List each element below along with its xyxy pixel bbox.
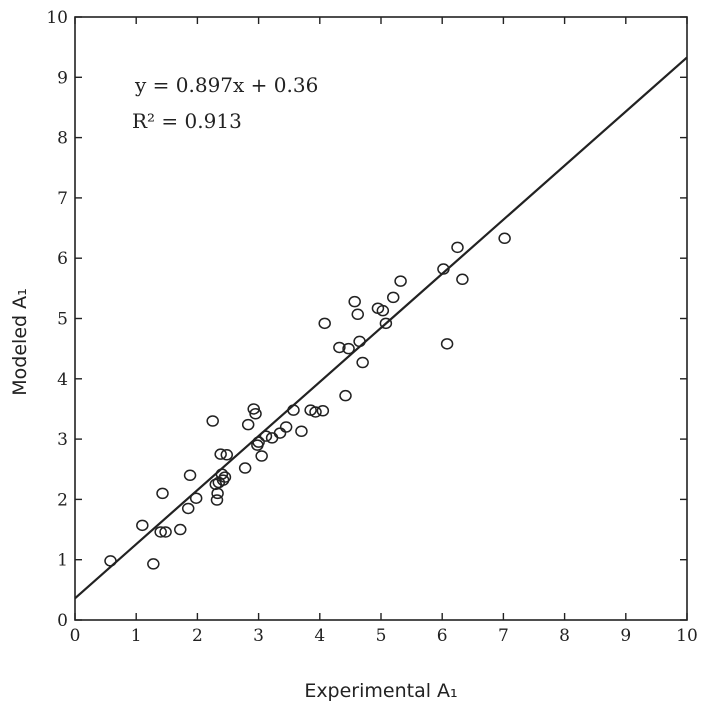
data-point xyxy=(174,523,187,536)
x-tick-labels: 0 1 2 3 4 5 6 7 8 9 10 xyxy=(70,626,698,646)
y-axis-title: Modeled A₁ xyxy=(9,288,31,395)
data-point xyxy=(181,502,195,515)
x-axis-title: Experimental A₁ xyxy=(304,680,457,702)
data-point xyxy=(356,356,369,369)
data-point xyxy=(339,389,352,402)
data-point xyxy=(218,471,232,483)
y-tick-label: 0 xyxy=(57,611,68,631)
x-tick-label: 9 xyxy=(620,626,631,646)
y-tick-label: 1 xyxy=(57,551,68,571)
y-tick-label: 4 xyxy=(57,370,68,390)
data-point xyxy=(249,408,262,420)
axis-ticks xyxy=(74,16,688,621)
x-tick-label: 4 xyxy=(314,626,325,646)
data-point xyxy=(247,403,260,415)
y-tick-label: 7 xyxy=(57,189,68,209)
x-tick-label: 7 xyxy=(498,626,509,646)
data-point xyxy=(156,487,169,500)
x-tick-label: 6 xyxy=(437,626,448,646)
y-tick-labels: 0 1 2 3 4 5 6 7 8 9 10 xyxy=(46,8,68,631)
data-point xyxy=(386,291,400,304)
data-point xyxy=(287,404,300,416)
data-point xyxy=(316,405,330,417)
data-point xyxy=(353,335,366,348)
plot-frame xyxy=(74,16,688,621)
data-point xyxy=(241,418,255,431)
data-point xyxy=(348,295,361,308)
data-point xyxy=(189,492,203,504)
data-point xyxy=(238,462,252,474)
equation-annotation: y = 0.897x + 0.36 xyxy=(134,73,318,97)
data-point xyxy=(154,526,167,538)
data-point xyxy=(215,468,229,480)
data-point xyxy=(440,338,454,350)
data-point xyxy=(318,317,331,330)
data-point xyxy=(376,304,390,317)
y-tick-label: 8 xyxy=(57,129,68,149)
data-point xyxy=(255,450,268,462)
data-point xyxy=(252,436,265,448)
data-point xyxy=(214,448,227,460)
data-point xyxy=(273,427,287,439)
data-point xyxy=(265,432,279,444)
y-tick-label: 3 xyxy=(57,430,68,450)
x-tick-label: 0 xyxy=(70,626,81,646)
data-point xyxy=(498,232,511,245)
y-tick-label: 6 xyxy=(57,249,68,269)
y-tick-label: 9 xyxy=(57,68,68,88)
data-point xyxy=(379,317,393,330)
data-points xyxy=(104,232,511,570)
data-point xyxy=(333,341,346,354)
data-point xyxy=(437,263,450,275)
x-tick-label: 5 xyxy=(376,626,387,646)
y-tick-label: 10 xyxy=(46,8,68,28)
data-point xyxy=(206,415,219,427)
data-point xyxy=(309,406,322,418)
x-tick-label: 3 xyxy=(253,626,264,646)
data-point xyxy=(220,449,234,461)
data-point xyxy=(159,526,172,538)
r-squared-annotation: R² = 0.913 xyxy=(132,109,242,133)
data-point xyxy=(259,430,273,442)
data-point xyxy=(451,241,464,254)
data-point xyxy=(342,342,355,355)
data-point xyxy=(394,275,407,287)
x-tick-label: 10 xyxy=(676,626,698,646)
data-point xyxy=(279,421,293,433)
data-point xyxy=(295,425,308,438)
x-tick-label: 1 xyxy=(131,626,142,646)
data-point xyxy=(211,487,224,500)
data-point xyxy=(210,494,224,506)
data-point xyxy=(104,555,117,567)
x-tick-label: 2 xyxy=(192,626,203,646)
y-tick-label: 5 xyxy=(57,310,68,330)
regression-line xyxy=(74,56,688,600)
y-tick-label: 2 xyxy=(57,490,68,510)
data-point xyxy=(456,273,469,286)
data-point xyxy=(183,469,197,482)
x-tick-label: 8 xyxy=(559,626,570,646)
data-point xyxy=(351,308,364,321)
data-point xyxy=(136,519,149,532)
data-point xyxy=(147,558,160,570)
